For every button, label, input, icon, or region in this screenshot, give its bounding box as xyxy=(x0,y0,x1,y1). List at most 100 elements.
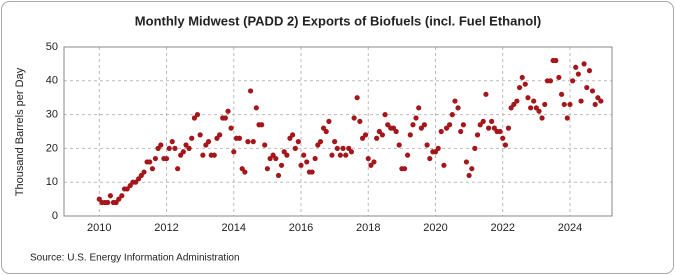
point xyxy=(133,179,139,185)
point xyxy=(379,132,385,138)
x-tick-label: 2014 xyxy=(222,222,246,234)
point xyxy=(107,193,113,199)
point xyxy=(169,139,175,145)
point xyxy=(141,169,147,175)
point xyxy=(228,125,234,131)
point xyxy=(180,149,186,155)
point xyxy=(584,84,590,91)
point xyxy=(413,115,419,121)
point xyxy=(292,145,298,151)
point xyxy=(486,125,492,131)
x-tick-label: 2018 xyxy=(356,222,380,234)
point xyxy=(497,128,503,135)
point xyxy=(359,135,366,141)
point xyxy=(362,132,369,138)
point xyxy=(259,122,265,128)
point xyxy=(598,98,604,104)
point xyxy=(522,81,528,87)
point xyxy=(231,149,237,155)
point xyxy=(323,128,329,135)
point xyxy=(578,98,584,104)
y-tick-label: 30 xyxy=(46,109,58,121)
point xyxy=(385,122,391,128)
point xyxy=(119,193,125,199)
point xyxy=(452,98,458,104)
point xyxy=(553,57,559,64)
point xyxy=(441,162,447,168)
point xyxy=(438,128,444,135)
y-tick-label: 10 xyxy=(46,176,58,188)
point xyxy=(337,152,343,158)
point xyxy=(264,166,270,172)
point xyxy=(357,118,363,124)
point xyxy=(393,128,399,135)
point xyxy=(189,135,195,141)
point xyxy=(500,135,506,141)
point xyxy=(298,162,304,168)
point xyxy=(275,172,282,179)
point xyxy=(458,128,464,135)
point xyxy=(575,71,581,77)
point xyxy=(225,108,231,114)
point xyxy=(301,152,307,158)
point xyxy=(511,101,517,108)
point xyxy=(418,125,424,131)
point xyxy=(242,169,248,175)
point xyxy=(329,152,335,158)
point xyxy=(416,105,422,111)
point xyxy=(595,95,601,101)
point xyxy=(348,149,355,155)
point xyxy=(368,162,374,168)
x-tick-label: 2010 xyxy=(87,222,111,234)
point xyxy=(573,64,579,70)
point xyxy=(505,125,512,131)
point xyxy=(547,78,554,84)
point xyxy=(455,105,461,111)
point xyxy=(592,101,598,108)
y-tick-label: 40 xyxy=(46,75,58,87)
point xyxy=(147,159,153,165)
point xyxy=(519,74,525,81)
point xyxy=(443,125,450,131)
point xyxy=(502,142,509,148)
point xyxy=(483,91,489,97)
y-tick-label: 0 xyxy=(52,210,58,222)
point xyxy=(401,166,408,172)
point xyxy=(200,152,206,158)
point xyxy=(586,68,593,74)
point xyxy=(466,172,472,179)
point xyxy=(304,159,310,165)
point xyxy=(295,139,301,145)
point xyxy=(480,118,486,124)
point xyxy=(567,101,573,108)
point xyxy=(463,159,470,165)
point xyxy=(312,155,318,162)
point xyxy=(149,166,156,172)
point xyxy=(514,98,520,104)
chart-title: Monthly Midwest (PADD 2) Exports of Biof… xyxy=(135,13,541,28)
point xyxy=(531,98,537,104)
point xyxy=(474,132,481,138)
point xyxy=(183,142,189,148)
point xyxy=(340,145,346,151)
point xyxy=(278,162,285,168)
point xyxy=(309,169,315,175)
point xyxy=(105,199,111,206)
point xyxy=(354,95,360,101)
point xyxy=(197,132,203,138)
point xyxy=(561,101,567,108)
plot-border xyxy=(63,46,613,217)
x-tick-label: 2012 xyxy=(154,222,178,234)
point xyxy=(460,122,467,128)
y-tick-label: 20 xyxy=(46,142,58,154)
point xyxy=(447,122,453,128)
point xyxy=(449,112,455,118)
point xyxy=(332,139,338,145)
point xyxy=(570,78,576,84)
point xyxy=(186,145,192,151)
point xyxy=(525,95,531,101)
point xyxy=(172,145,178,151)
point xyxy=(424,142,430,148)
point xyxy=(250,139,256,145)
